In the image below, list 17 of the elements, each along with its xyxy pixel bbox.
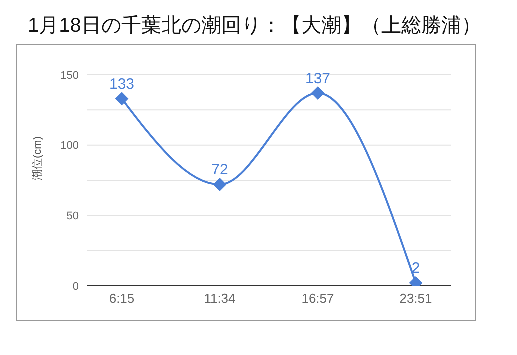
y-tick-label: 150 [60, 70, 79, 82]
x-tick-label: 6:15 [109, 291, 135, 306]
y-axis-title: 潮位(cm) [30, 136, 44, 180]
point [214, 178, 226, 192]
data-label: 133 [109, 76, 135, 93]
point [312, 86, 324, 100]
y-tick-label: 0 [72, 280, 79, 293]
data-label: 2 [412, 260, 420, 278]
x-tick-label: 11:34 [204, 291, 236, 306]
data-label: 137 [305, 70, 331, 88]
chart-title: 1月18日の千葉北の潮回り：【大潮】（上総勝浦） [28, 14, 482, 39]
y-tick-label: 100 [60, 140, 79, 152]
y-tick-label: 50 [66, 210, 79, 223]
x-tick-label: 23:51 [400, 291, 432, 306]
x-tick-label: 16:57 [302, 291, 334, 306]
point [116, 92, 128, 106]
data-label: 72 [212, 162, 228, 179]
